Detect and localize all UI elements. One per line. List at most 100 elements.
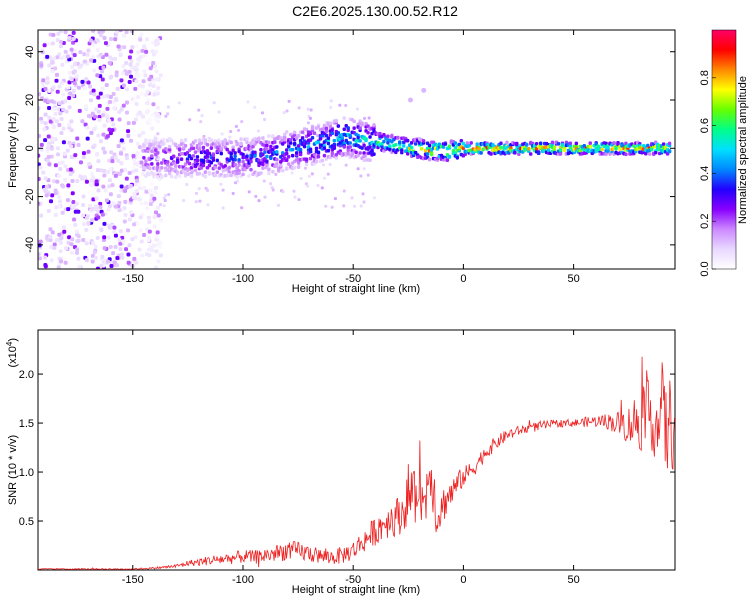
spectrogram-cell (71, 36, 76, 41)
spectrogram-cell (197, 171, 202, 176)
spectrogram-cell (61, 225, 66, 230)
spectrogram-cell (167, 147, 172, 152)
spectrogram-cell (148, 117, 153, 122)
spectrogram-cell (52, 242, 57, 247)
spectrogram-cell (125, 228, 130, 233)
spectrogram-cell (130, 237, 135, 242)
spectrogram-cell (53, 212, 58, 217)
spectrogram-cell (49, 258, 54, 263)
spectrogram-y-tick-label: 0 (24, 145, 36, 151)
spectrogram-cell (69, 250, 74, 255)
spectrogram-cell (588, 141, 592, 146)
spectrogram-cell (76, 256, 81, 261)
spectrogram-cell (316, 140, 321, 144)
spectrogram-cell (82, 85, 87, 90)
spectrogram-cell (253, 105, 257, 109)
spectrogram-cell (261, 162, 265, 167)
spectrogram-cell (275, 157, 279, 162)
spectrogram-cell (65, 148, 70, 153)
spectrogram-cell (68, 167, 73, 172)
spectrogram-cell (249, 159, 253, 164)
spectrogram-cell (89, 130, 94, 135)
spectrogram-cell (117, 117, 122, 122)
spectrogram-cell (154, 242, 159, 247)
spectrogram-cell (95, 48, 100, 53)
spectrogram-cell (198, 199, 202, 203)
spectrogram-cell (78, 160, 83, 165)
spectrogram-cell (276, 203, 280, 207)
spectrogram-cell (57, 84, 62, 89)
spectrogram-cell (292, 165, 297, 170)
spectrogram-cell (188, 118, 192, 122)
spectrogram-cell (119, 168, 124, 173)
spectrogram-cell (223, 138, 227, 142)
spectrogram-cell (101, 132, 106, 137)
spectrogram-cell (43, 87, 48, 92)
spectrogram-cell (166, 105, 170, 109)
spectrogram-cell (148, 166, 152, 171)
spectrogram-cell (203, 170, 208, 174)
colorbar-label: Normalized spectral amplitude (737, 76, 749, 224)
spectrogram-cell (353, 204, 357, 208)
spectrogram-cell (212, 101, 216, 105)
spectrogram-cell (477, 147, 481, 151)
spectrogram-cell (62, 151, 67, 156)
spectrogram-cell (57, 101, 62, 106)
spectrogram-cell (100, 212, 105, 217)
spectrogram-cell (158, 253, 163, 258)
spectrogram-cell (125, 87, 130, 92)
spectrogram-cell (101, 113, 106, 118)
spectrogram-cell (69, 119, 74, 124)
spectrogram-cell (58, 167, 63, 172)
spectrogram-cell (368, 145, 372, 149)
snr-series-line (38, 356, 675, 570)
spectrogram-cell (233, 154, 237, 159)
spectrogram-cell (260, 111, 264, 115)
spectrogram-cell (68, 91, 73, 96)
spectrogram-cell (427, 157, 432, 162)
spectrogram-cell (162, 142, 166, 146)
spectrogram-cell (81, 194, 86, 199)
spectrogram-cell (220, 132, 224, 136)
spectrogram-cell (534, 141, 539, 146)
snr-x-ticks: -150 -100 -50 0 50 (122, 330, 580, 586)
spectrogram-cell (73, 222, 78, 227)
spectrogram-cell (329, 99, 333, 103)
spectrogram-cell (160, 174, 164, 179)
spectrogram-cell (81, 151, 86, 156)
spectrogram-cell (59, 235, 64, 240)
spectrogram-cell (344, 138, 348, 143)
spectrogram-cell (120, 255, 125, 260)
spectrogram-cell (352, 119, 356, 124)
spectrogram-cell (358, 126, 362, 131)
snr-y-tick-label: 1.0 (19, 467, 34, 479)
spectrogram-cell (75, 232, 80, 237)
spectrogram-cell (175, 160, 180, 164)
spectrogram-cell (43, 121, 48, 126)
spectrogram-cell (348, 145, 352, 149)
spectrogram-cell (231, 145, 235, 150)
spectrogram-cell (43, 112, 48, 117)
spectrogram-cell (310, 172, 314, 176)
spectrogram-cell (114, 70, 119, 75)
snr-x-tick-label: -100 (232, 574, 254, 586)
spectrogram-cell (342, 145, 346, 149)
spectrogram-cell (348, 133, 352, 138)
spectrogram-cell (58, 39, 63, 44)
spectrogram-cell (101, 184, 106, 189)
spectrogram-cell (84, 104, 89, 109)
spectrogram-cell (314, 146, 319, 151)
spectrogram-cell (48, 227, 53, 232)
spectrogram-cell (155, 119, 160, 124)
spectrogram-cell (112, 225, 117, 230)
spectrogram-cell (82, 52, 87, 57)
spectrogram-cell (135, 141, 140, 146)
spectrogram-cell (45, 54, 50, 59)
spectrogram-cell (265, 147, 269, 151)
spectrogram-cell (191, 154, 196, 158)
spectrogram-cell (101, 146, 106, 151)
snr-y-label: SNR (10 * v/v) (7, 435, 19, 505)
spectrogram-cell (113, 96, 118, 101)
spectrogram-cell (72, 69, 77, 74)
spectrogram-cell (465, 141, 469, 145)
